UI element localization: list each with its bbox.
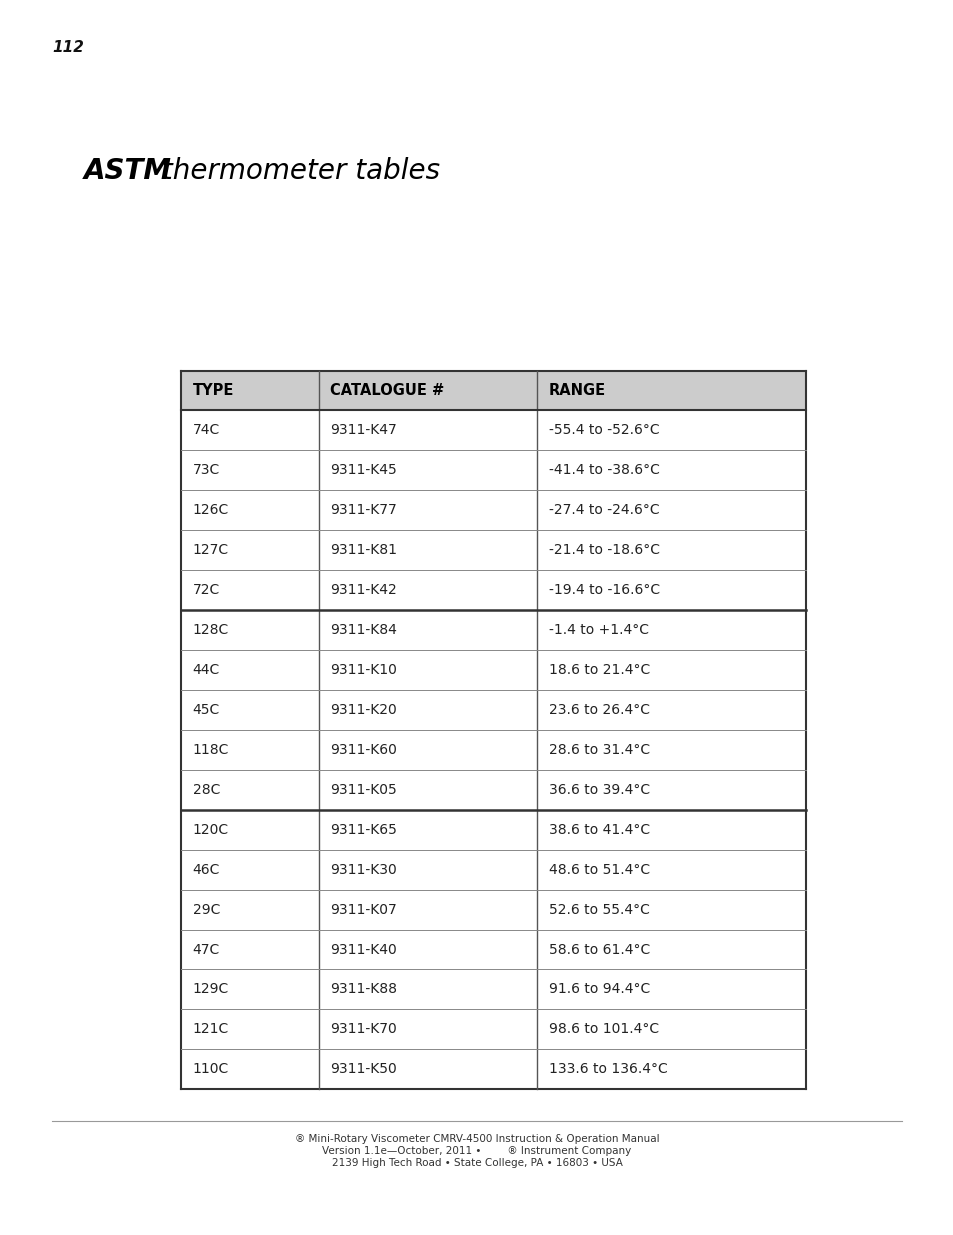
- Text: -41.4 to -38.6°C: -41.4 to -38.6°C: [548, 463, 659, 478]
- Text: 58.6 to 61.4°C: 58.6 to 61.4°C: [548, 942, 649, 957]
- Text: 9311-K10: 9311-K10: [330, 663, 396, 677]
- Text: ASTM CENTIGRADE THERMOMETERS: ASTM CENTIGRADE THERMOMETERS: [310, 308, 648, 325]
- Text: 44C: 44C: [193, 663, 220, 677]
- Text: 127C: 127C: [193, 543, 229, 557]
- Text: thermometer tables: thermometer tables: [152, 157, 439, 185]
- Text: 9311-K07: 9311-K07: [330, 903, 396, 916]
- Text: ASTM thermometer tables: ASTM thermometer tables: [84, 157, 448, 185]
- Text: RANGE: RANGE: [548, 383, 605, 398]
- Text: 46C: 46C: [193, 862, 220, 877]
- Text: 9311-K70: 9311-K70: [330, 1023, 396, 1036]
- Text: 28C: 28C: [193, 783, 220, 797]
- Text: 9311-K40: 9311-K40: [330, 942, 396, 957]
- Text: 98.6 to 101.4°C: 98.6 to 101.4°C: [548, 1023, 659, 1036]
- Text: 128C: 128C: [193, 622, 229, 637]
- Text: 9311-K81: 9311-K81: [330, 543, 396, 557]
- Text: 47C: 47C: [193, 942, 220, 957]
- Text: -1.4 to +1.4°C: -1.4 to +1.4°C: [548, 622, 648, 637]
- Text: 74C: 74C: [193, 424, 220, 437]
- Text: 120C: 120C: [193, 823, 229, 837]
- Text: 112: 112: [52, 40, 84, 54]
- Text: 73C: 73C: [193, 463, 220, 478]
- Text: 72C: 72C: [193, 583, 220, 598]
- Text: 9311-K88: 9311-K88: [330, 982, 396, 997]
- Text: 9311-K45: 9311-K45: [330, 463, 396, 478]
- Text: 110C: 110C: [193, 1062, 229, 1077]
- Text: 36.6 to 39.4°C: 36.6 to 39.4°C: [548, 783, 649, 797]
- Text: ASTM: ASTM: [84, 157, 172, 185]
- Text: -55.4 to -52.6°C: -55.4 to -52.6°C: [548, 424, 659, 437]
- Text: 18.6 to 21.4°C: 18.6 to 21.4°C: [548, 663, 649, 677]
- Text: 9311-K30: 9311-K30: [330, 862, 396, 877]
- Text: 9311-K20: 9311-K20: [330, 703, 396, 718]
- Text: CATALOGUE #: CATALOGUE #: [330, 383, 444, 398]
- Text: -27.4 to -24.6°C: -27.4 to -24.6°C: [548, 503, 659, 517]
- Text: TYPE: TYPE: [193, 383, 233, 398]
- Text: 28.6 to 31.4°C: 28.6 to 31.4°C: [548, 742, 649, 757]
- Text: 9311-K47: 9311-K47: [330, 424, 396, 437]
- Text: 2139 High Tech Road • State College, PA • 16803 • USA: 2139 High Tech Road • State College, PA …: [332, 1158, 621, 1168]
- Text: 48.6 to 51.4°C: 48.6 to 51.4°C: [548, 862, 649, 877]
- Text: 9311-K50: 9311-K50: [330, 1062, 396, 1077]
- Text: 23.6 to 26.4°C: 23.6 to 26.4°C: [548, 703, 649, 718]
- Text: 9311-K60: 9311-K60: [330, 742, 396, 757]
- Text: 29C: 29C: [193, 903, 220, 916]
- Text: 38.6 to 41.4°C: 38.6 to 41.4°C: [548, 823, 649, 837]
- Text: -19.4 to -16.6°C: -19.4 to -16.6°C: [548, 583, 659, 598]
- Text: ® Mini-Rotary Viscometer CMRV-4500 Instruction & Operation Manual: ® Mini-Rotary Viscometer CMRV-4500 Instr…: [294, 1134, 659, 1144]
- Text: 9311-K05: 9311-K05: [330, 783, 396, 797]
- Text: 133.6 to 136.4°C: 133.6 to 136.4°C: [548, 1062, 667, 1077]
- Text: -21.4 to -18.6°C: -21.4 to -18.6°C: [548, 543, 659, 557]
- Text: 45C: 45C: [193, 703, 220, 718]
- Text: 121C: 121C: [193, 1023, 229, 1036]
- Text: 9311-K42: 9311-K42: [330, 583, 396, 598]
- Text: 91.6 to 94.4°C: 91.6 to 94.4°C: [548, 982, 649, 997]
- Text: 9311-K77: 9311-K77: [330, 503, 396, 517]
- Text: 9311-K84: 9311-K84: [330, 622, 396, 637]
- Text: 126C: 126C: [193, 503, 229, 517]
- Text: 129C: 129C: [193, 982, 229, 997]
- Text: 118C: 118C: [193, 742, 229, 757]
- Text: 52.6 to 55.4°C: 52.6 to 55.4°C: [548, 903, 649, 916]
- Text: 9311-K65: 9311-K65: [330, 823, 396, 837]
- Text: Version 1.1e—October, 2011 •        ® Instrument Company: Version 1.1e—October, 2011 • ® Instrumen…: [322, 1146, 631, 1156]
